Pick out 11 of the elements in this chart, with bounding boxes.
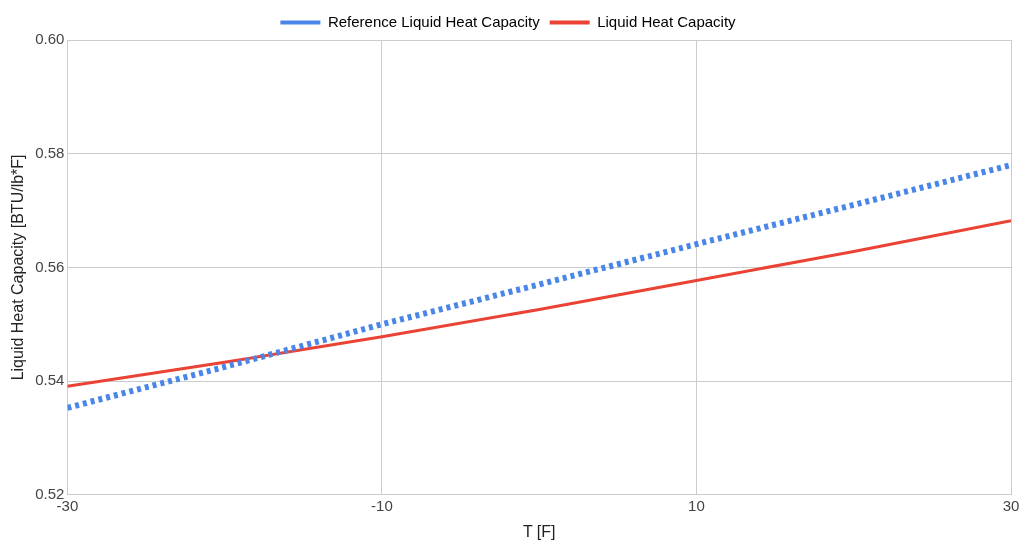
y-axis-title: Liquid Heat Capacity [BTU/lb*F]	[9, 154, 27, 381]
legend-label: Liquid Heat Capacity	[597, 12, 737, 30]
y-tick-label: 0.60	[35, 30, 65, 48]
legend-label: Reference Liquid Heat Capacity	[327, 12, 541, 30]
y-tick-label: 0.56	[35, 257, 65, 275]
y-tick-label: 0.58	[35, 143, 65, 161]
x-tick-label: 30	[1002, 496, 1020, 514]
x-tick-label: 10	[688, 496, 705, 514]
x-axis-title: T [F]	[522, 522, 556, 540]
y-tick-label: 0.54	[35, 371, 65, 389]
x-tick-label: -10	[371, 496, 393, 514]
